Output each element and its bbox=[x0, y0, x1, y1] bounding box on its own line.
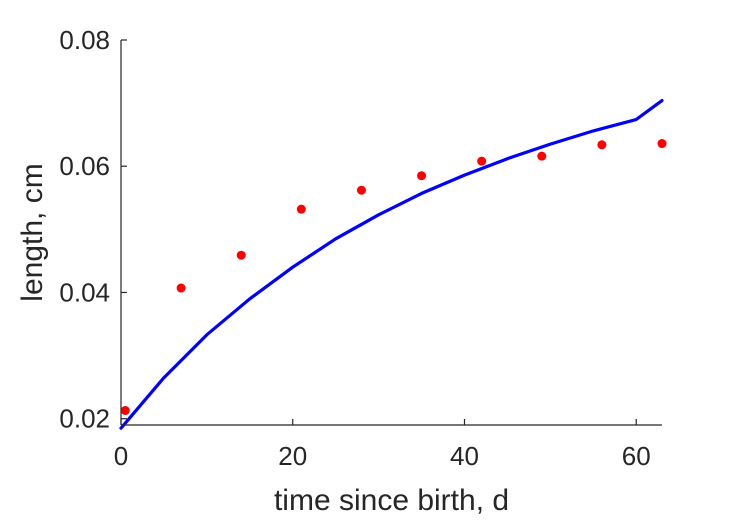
y-tick-label: 0.08 bbox=[59, 25, 110, 55]
y-axis-label: length, cm bbox=[16, 163, 49, 301]
y-tick-label: 0.06 bbox=[59, 151, 110, 181]
x-tick-label: 60 bbox=[622, 441, 651, 471]
x-axis-label: time since birth, d bbox=[274, 484, 509, 517]
y-tick-label: 0.04 bbox=[59, 277, 110, 307]
plot-area bbox=[119, 99, 667, 430]
data-point bbox=[356, 185, 366, 195]
data-point bbox=[236, 250, 246, 260]
x-tick-label: 0 bbox=[114, 441, 128, 471]
axes: 0 20 40 60 0.02 0.04 0.06 0.08 bbox=[59, 25, 662, 471]
x-tick-label: 20 bbox=[278, 441, 307, 471]
x-tick-label: 40 bbox=[450, 441, 479, 471]
data-point bbox=[176, 283, 186, 293]
data-point bbox=[477, 156, 487, 166]
data-point bbox=[657, 139, 667, 149]
y-tick-label: 0.02 bbox=[59, 404, 110, 434]
data-point bbox=[417, 171, 427, 181]
data-point bbox=[296, 204, 306, 214]
data-point bbox=[597, 140, 607, 150]
data-point bbox=[120, 405, 130, 415]
fit-curve-line bbox=[119, 99, 664, 430]
data-point bbox=[537, 151, 547, 161]
